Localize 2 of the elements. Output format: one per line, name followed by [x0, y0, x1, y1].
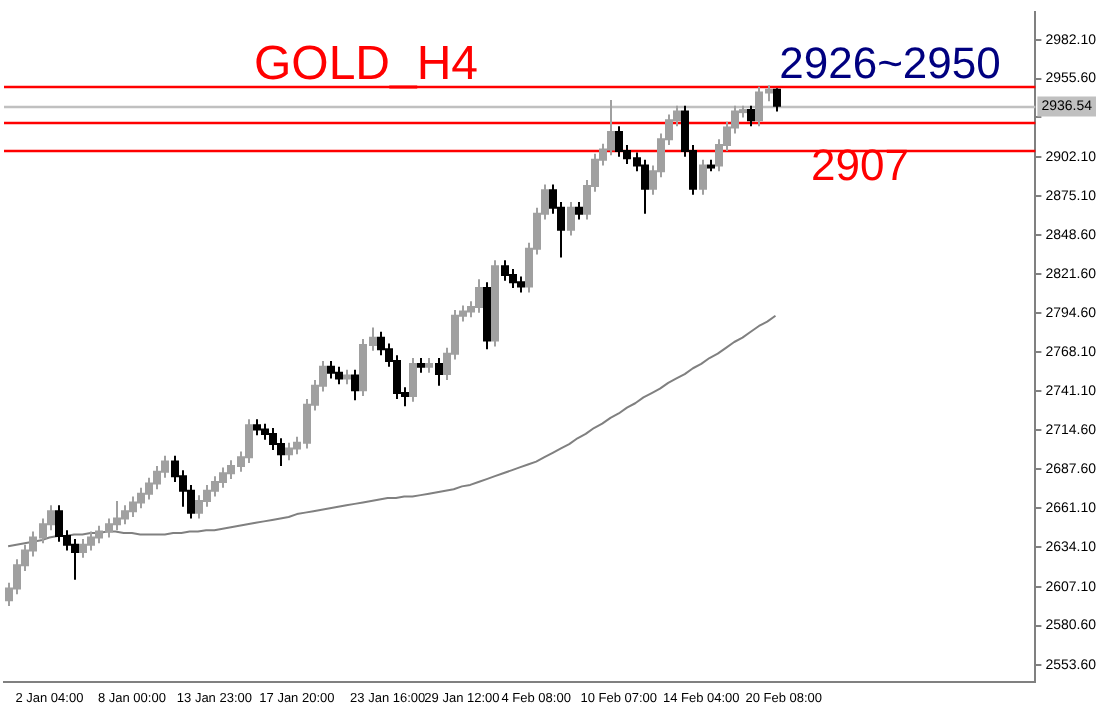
- annotation: GOLD_H4: [253, 37, 479, 92]
- annotation: 2926~2950: [779, 38, 1001, 89]
